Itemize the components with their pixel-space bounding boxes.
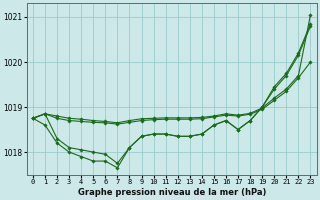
X-axis label: Graphe pression niveau de la mer (hPa): Graphe pression niveau de la mer (hPa) — [77, 188, 266, 197]
